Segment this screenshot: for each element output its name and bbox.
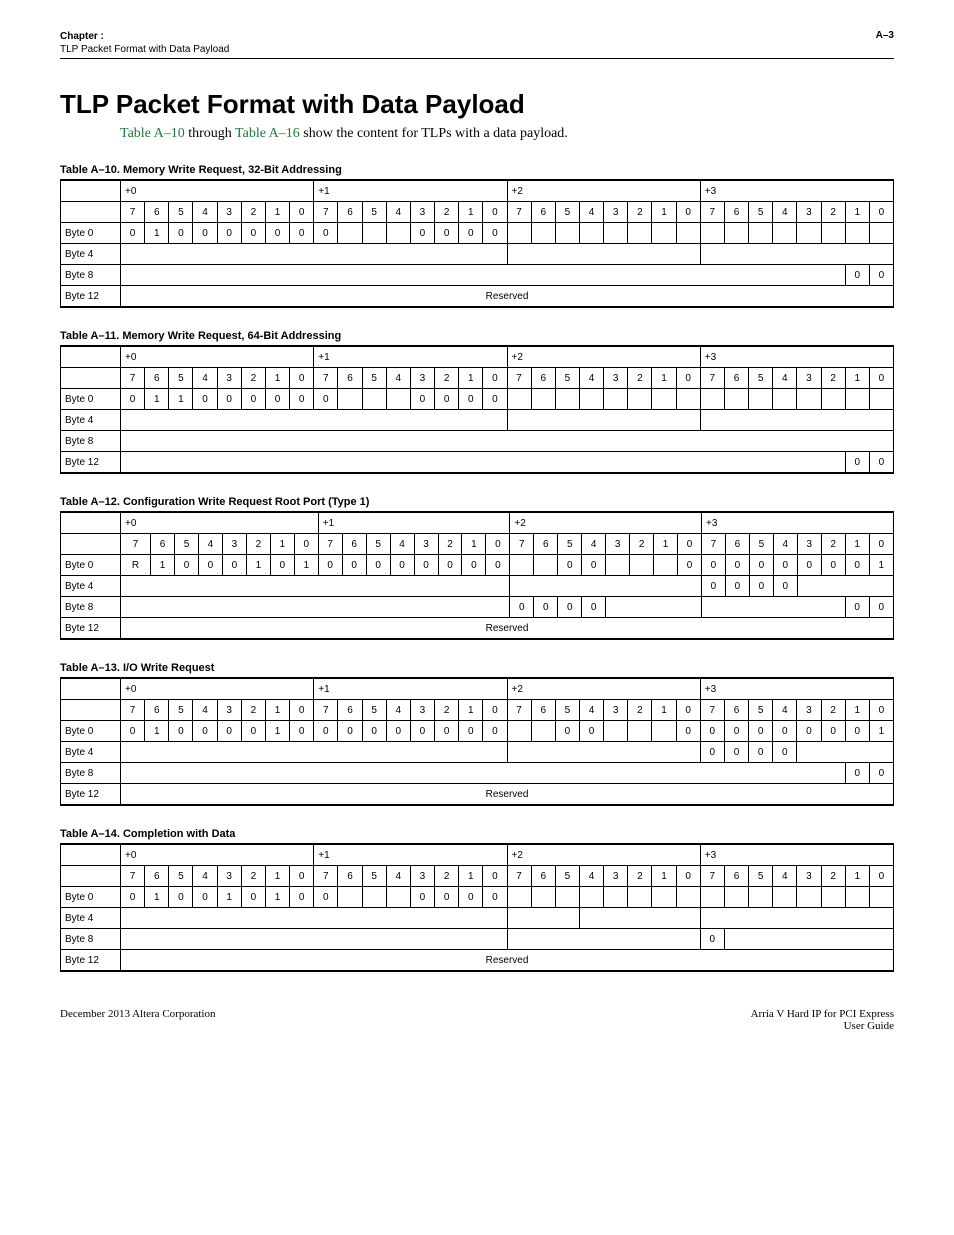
table-row: Byte 12 Reserved bbox=[61, 950, 894, 972]
table-row: Byte 8 0 0 bbox=[61, 763, 894, 784]
page-footer: December 2013 Altera Corporation Arria V… bbox=[60, 1008, 894, 1032]
footer-right: Arria V Hard IP for PCI Express User Gui… bbox=[751, 1008, 894, 1032]
page-number: A–3 bbox=[876, 30, 894, 41]
table-row: Byte 8 0 bbox=[61, 929, 894, 950]
offset-row: +0 +1 +2 +3 bbox=[61, 346, 894, 368]
link-table-a16[interactable]: Table A–16 bbox=[235, 126, 300, 141]
table-row: Byte 4 bbox=[61, 410, 894, 431]
table-a12: +0 +1 +2 +3 7654321076543210765432107654… bbox=[60, 511, 894, 640]
footer-left: December 2013 Altera Corporation bbox=[60, 1008, 215, 1032]
bit-header-row: 76543210765432107654321076543210 bbox=[61, 866, 894, 887]
bit-header-row: 76543210765432107654321076543210 bbox=[61, 534, 894, 555]
table-row: Byte 8 bbox=[61, 431, 894, 452]
table-a13: +0 +1 +2 +3 7654321076543210765432107654… bbox=[60, 677, 894, 806]
offset-row: +0 +1 +2 +3 bbox=[61, 678, 894, 700]
table-row: Byte 12 Reserved bbox=[61, 618, 894, 640]
offset-row: +0 +1 +2 +3 bbox=[61, 844, 894, 866]
table-a10: +0 +1 +2 +3 7654321076543210765432107654… bbox=[60, 179, 894, 308]
table-a11-title: Table A–11. Memory Write Request, 64-Bit… bbox=[60, 330, 894, 342]
table-a14: +0 +1 +2 +3 7654321076543210765432107654… bbox=[60, 843, 894, 972]
page-header: Chapter : TLP Packet Format with Data Pa… bbox=[60, 30, 894, 59]
table-row: Byte 4 bbox=[61, 908, 894, 929]
chapter-subtitle: TLP Packet Format with Data Payload bbox=[60, 43, 229, 56]
table-row: Byte 12 0 0 bbox=[61, 452, 894, 474]
table-row: Byte 4 bbox=[61, 244, 894, 265]
table-a12-title: Table A–12. Configuration Write Request … bbox=[60, 496, 894, 508]
table-row: Byte 12 Reserved bbox=[61, 784, 894, 806]
table-a13-title: Table A–13. I/O Write Request bbox=[60, 662, 894, 674]
table-a11: +0 +1 +2 +3 7654321076543210765432107654… bbox=[60, 345, 894, 474]
bit-header-row: 76543210765432107654321076543210 bbox=[61, 202, 894, 223]
table-row: Byte 0R10001010000000000000000001 bbox=[61, 555, 894, 576]
intro-paragraph: Table A–10 through Table A–16 show the c… bbox=[120, 126, 894, 142]
table-a10-title: Table A–10. Memory Write Request, 32-Bit… bbox=[60, 164, 894, 176]
table-row: Byte 00110000000000 bbox=[61, 389, 894, 410]
table-row: Byte 8 0 0 0 0 0 0 bbox=[61, 597, 894, 618]
offset-row: +0 +1 +2 +3 bbox=[61, 512, 894, 534]
table-row: Byte 12 Reserved bbox=[61, 286, 894, 308]
table-row: Byte 8 0 0 bbox=[61, 265, 894, 286]
table-a14-title: Table A–14. Completion with Data bbox=[60, 828, 894, 840]
table-row: Byte 0010000100000000000000000001 bbox=[61, 721, 894, 742]
page-title: TLP Packet Format with Data Payload bbox=[60, 89, 894, 120]
chapter-block: Chapter : TLP Packet Format with Data Pa… bbox=[60, 30, 229, 56]
table-row: Byte 00100101000000 bbox=[61, 887, 894, 908]
link-table-a10[interactable]: Table A–10 bbox=[120, 126, 185, 141]
bit-header-row: 76543210765432107654321076543210 bbox=[61, 368, 894, 389]
table-row: Byte 00100000000000 bbox=[61, 223, 894, 244]
chapter-prefix: Chapter : bbox=[60, 30, 229, 43]
table-row: Byte 4 0 0 0 0 bbox=[61, 742, 894, 763]
offset-row: +0 +1 +2 +3 bbox=[61, 180, 894, 202]
bit-header-row: 76543210765432107654321076543210 bbox=[61, 700, 894, 721]
table-row: Byte 4 0 0 0 0 bbox=[61, 576, 894, 597]
